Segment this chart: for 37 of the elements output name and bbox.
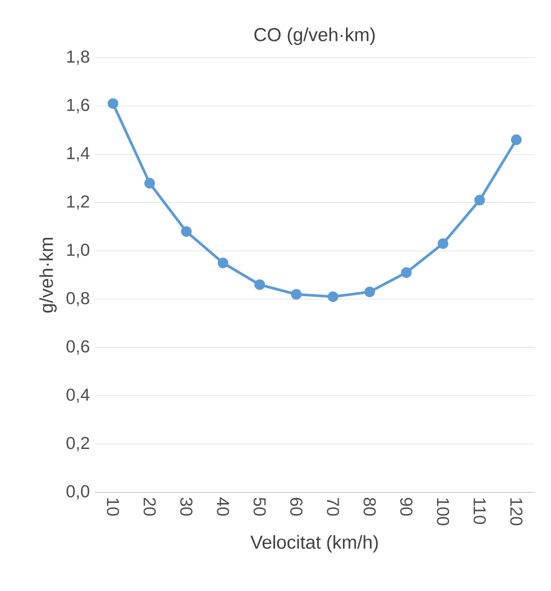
y-tick-label: 0,6 — [66, 340, 90, 355]
point — [511, 134, 522, 146]
y-tick-label: 0,8 — [66, 292, 90, 306]
point — [438, 238, 448, 249]
x-tick-label: 10 — [106, 498, 120, 516]
x-tick-label: 120 — [510, 498, 522, 526]
point — [108, 98, 118, 109]
x-tick-label: 40 — [216, 497, 230, 516]
chart-title: CO (g/veh·km) — [254, 28, 375, 45]
point — [254, 279, 265, 290]
x-tick-label: 80 — [364, 498, 376, 516]
y-axis-title: g/veh·km — [39, 238, 57, 313]
y-tick-label: 0,4 — [66, 388, 90, 403]
x-tick-label: 60 — [290, 498, 302, 516]
y-tick-label: 1,2 — [67, 195, 90, 210]
x-tick-label: 90 — [400, 498, 412, 516]
point — [474, 194, 485, 206]
point — [180, 226, 192, 237]
x-tick-label: 100 — [436, 498, 450, 526]
x-tick-label: 50 — [254, 498, 266, 516]
point — [401, 267, 412, 278]
y-tick-label: 1,0 — [67, 244, 90, 258]
y-tick-label: 0,2 — [66, 436, 90, 452]
x-tick-label: 70 — [326, 498, 340, 516]
x-axis-title: Velocitat (km/h) — [250, 535, 378, 553]
point — [144, 178, 155, 189]
y-tick-label: 1,8 — [67, 50, 90, 65]
x-tick-label: 110 — [474, 498, 486, 524]
x-tick-label: 30 — [180, 498, 192, 516]
x-tick-label: 20 — [144, 498, 156, 516]
y-tick-label: 1,4 — [67, 147, 90, 162]
point — [328, 291, 338, 302]
y-tick-label: 1,6 — [67, 98, 90, 114]
point — [364, 286, 376, 298]
y-tick-label: 0,0 — [66, 485, 90, 500]
point — [291, 288, 302, 300]
point — [218, 258, 228, 268]
